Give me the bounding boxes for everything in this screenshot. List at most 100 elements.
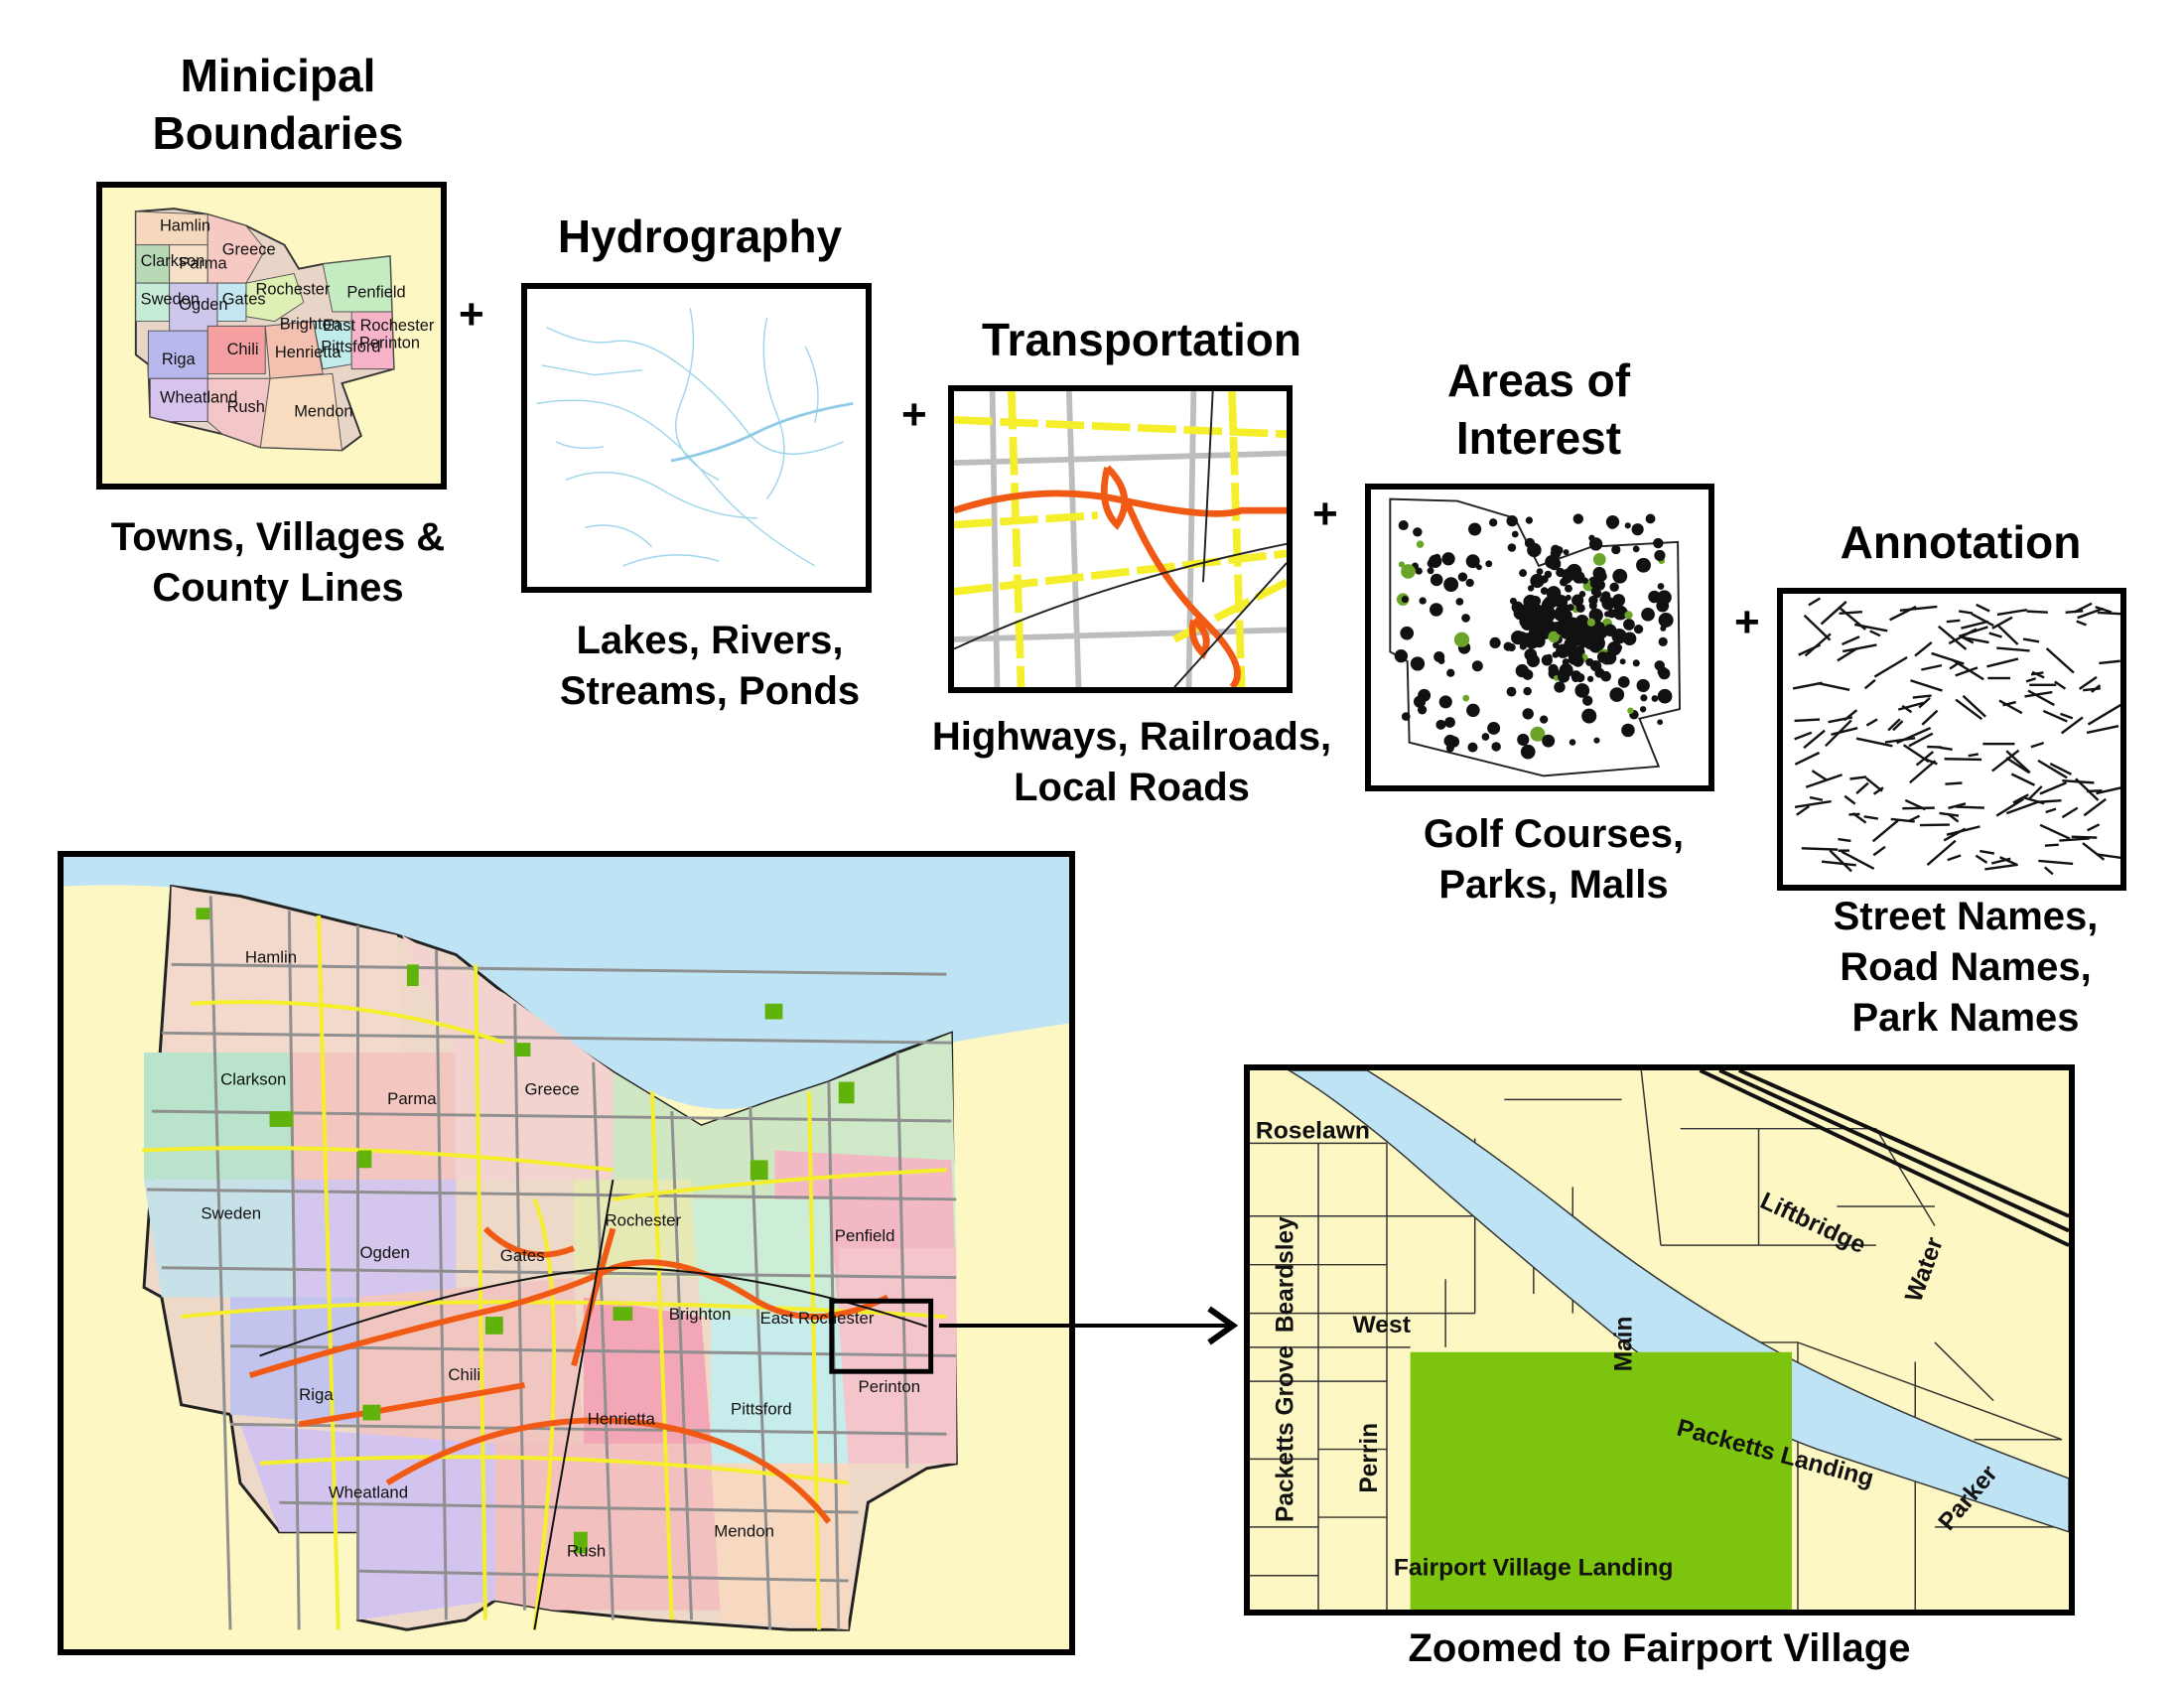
annotation-mark (1910, 679, 1943, 692)
area-dot (1589, 628, 1605, 643)
annotation-mark (2024, 690, 2053, 698)
annotation-mark (2039, 781, 2067, 795)
area-dot (1627, 707, 1634, 714)
street-fairport-village-landing: Fairport Village Landing (1394, 1555, 1674, 1582)
annotation-mark (1939, 746, 1953, 752)
annotation-mark (1792, 681, 1823, 690)
area-dot (1446, 668, 1455, 677)
annotation-mark (1794, 751, 1821, 766)
area-dot (1413, 695, 1427, 708)
annotation-mark (1899, 605, 1938, 613)
area-dot (1444, 717, 1455, 728)
thumb-wheatland: Wheatland (160, 388, 237, 406)
annotation-mark (1840, 607, 1866, 631)
municipal-caption: Towns, Villages & County Lines (110, 515, 446, 611)
area-dot (1525, 516, 1534, 524)
annotation-mark (2022, 637, 2040, 643)
area-dot (1416, 540, 1425, 548)
thumb-ogden: Ogden (179, 296, 227, 314)
thumb-pittsford: Pittsford (321, 338, 380, 355)
area-dot (1632, 659, 1640, 667)
area-dot (1481, 733, 1490, 741)
transportation-caption: Highways, Railroads, Local Roads (931, 715, 1332, 810)
area-dot (1555, 605, 1570, 620)
area-dot (1601, 597, 1615, 611)
thumb-hamlin: Hamlin (160, 216, 210, 234)
annotation-mark (2059, 837, 2090, 842)
area-dot (1567, 563, 1582, 580)
annotation-mark (2010, 773, 2036, 786)
annotation-mark (1927, 745, 1942, 749)
street-roselawn: Roselawn (1256, 1118, 1370, 1145)
town-rush: Rush (567, 1541, 606, 1560)
annotation-mark (1976, 603, 1990, 613)
area-dot (1571, 594, 1584, 607)
annotation-mark (1996, 608, 2028, 617)
major-roads (141, 915, 947, 1630)
area-dot (1523, 686, 1532, 696)
annotation-mark (1801, 847, 1839, 851)
annotation-mark (1926, 839, 1957, 867)
area-dot (1524, 647, 1538, 661)
annotation-mark (2038, 859, 2074, 866)
area-dot (1489, 636, 1501, 648)
annotation-mark (1955, 666, 1979, 677)
area-dot (1520, 744, 1536, 760)
street-perrin: Perrin (1356, 1423, 1383, 1493)
annotation-mark (2075, 777, 2100, 801)
area-dot (1465, 554, 1480, 569)
annotation-mark (1803, 729, 1826, 750)
area-dot (1398, 520, 1409, 531)
thumb-greece: Greece (222, 240, 276, 258)
annotation-mark (2025, 677, 2037, 683)
area-dot (1509, 597, 1517, 605)
plus-sign-4: + (1734, 598, 1760, 646)
annotation-mark (2076, 620, 2087, 627)
area-dot (1524, 537, 1536, 548)
area-dot (1589, 659, 1602, 672)
annotation-mark (1948, 802, 1967, 810)
area-dot (1600, 670, 1611, 682)
annotation-mark (1904, 798, 1926, 811)
area-dot (1462, 694, 1470, 702)
zoom-arrow (939, 1306, 1239, 1345)
area-dot (1631, 523, 1644, 536)
area-dot (1657, 590, 1672, 606)
area-dot (1548, 663, 1559, 674)
annotation-mark (1851, 811, 1867, 824)
area-dot (1569, 739, 1576, 746)
area-dot (1457, 572, 1468, 582)
area-dot (1551, 544, 1561, 554)
area-dot (1453, 632, 1470, 647)
annotation-mark (1947, 812, 1960, 823)
annotation-mark (2071, 835, 2098, 839)
annotation-mark (1798, 643, 1822, 656)
town-henrietta: Henrietta (588, 1409, 656, 1428)
hydrography-caption: Lakes, Rivers, Streams, Ponds (559, 619, 861, 714)
area-dot (1583, 709, 1591, 717)
annotation-mark (1794, 718, 1821, 723)
area-dot (1513, 606, 1528, 621)
area-dot (1542, 734, 1556, 748)
area-dot (1588, 534, 1595, 542)
area-dot (1593, 737, 1600, 744)
annotation-mark (1855, 737, 1893, 748)
annotation-mark (1925, 758, 1938, 766)
area-dot (1437, 657, 1445, 665)
annotation-mark (1872, 786, 1884, 795)
annotation-mark (2005, 800, 2040, 815)
town-sweden: Sweden (201, 1204, 261, 1223)
annotation-mark (1794, 731, 1813, 741)
town-chili: Chili (448, 1365, 480, 1384)
area-dot (1522, 708, 1534, 720)
area-dot (1517, 733, 1530, 747)
annotation-mark (2065, 610, 2084, 614)
town-rochester: Rochester (606, 1210, 682, 1229)
annotation-caption: Street Names, Road Names, Park Names (1833, 895, 2099, 1041)
area-dot (1585, 642, 1592, 650)
town-penfield: Penfield (835, 1226, 895, 1245)
annotation-mark (1803, 614, 1832, 641)
area-dot (1467, 742, 1478, 753)
area-dot (1563, 549, 1570, 556)
annotation-mark (1849, 775, 1867, 780)
